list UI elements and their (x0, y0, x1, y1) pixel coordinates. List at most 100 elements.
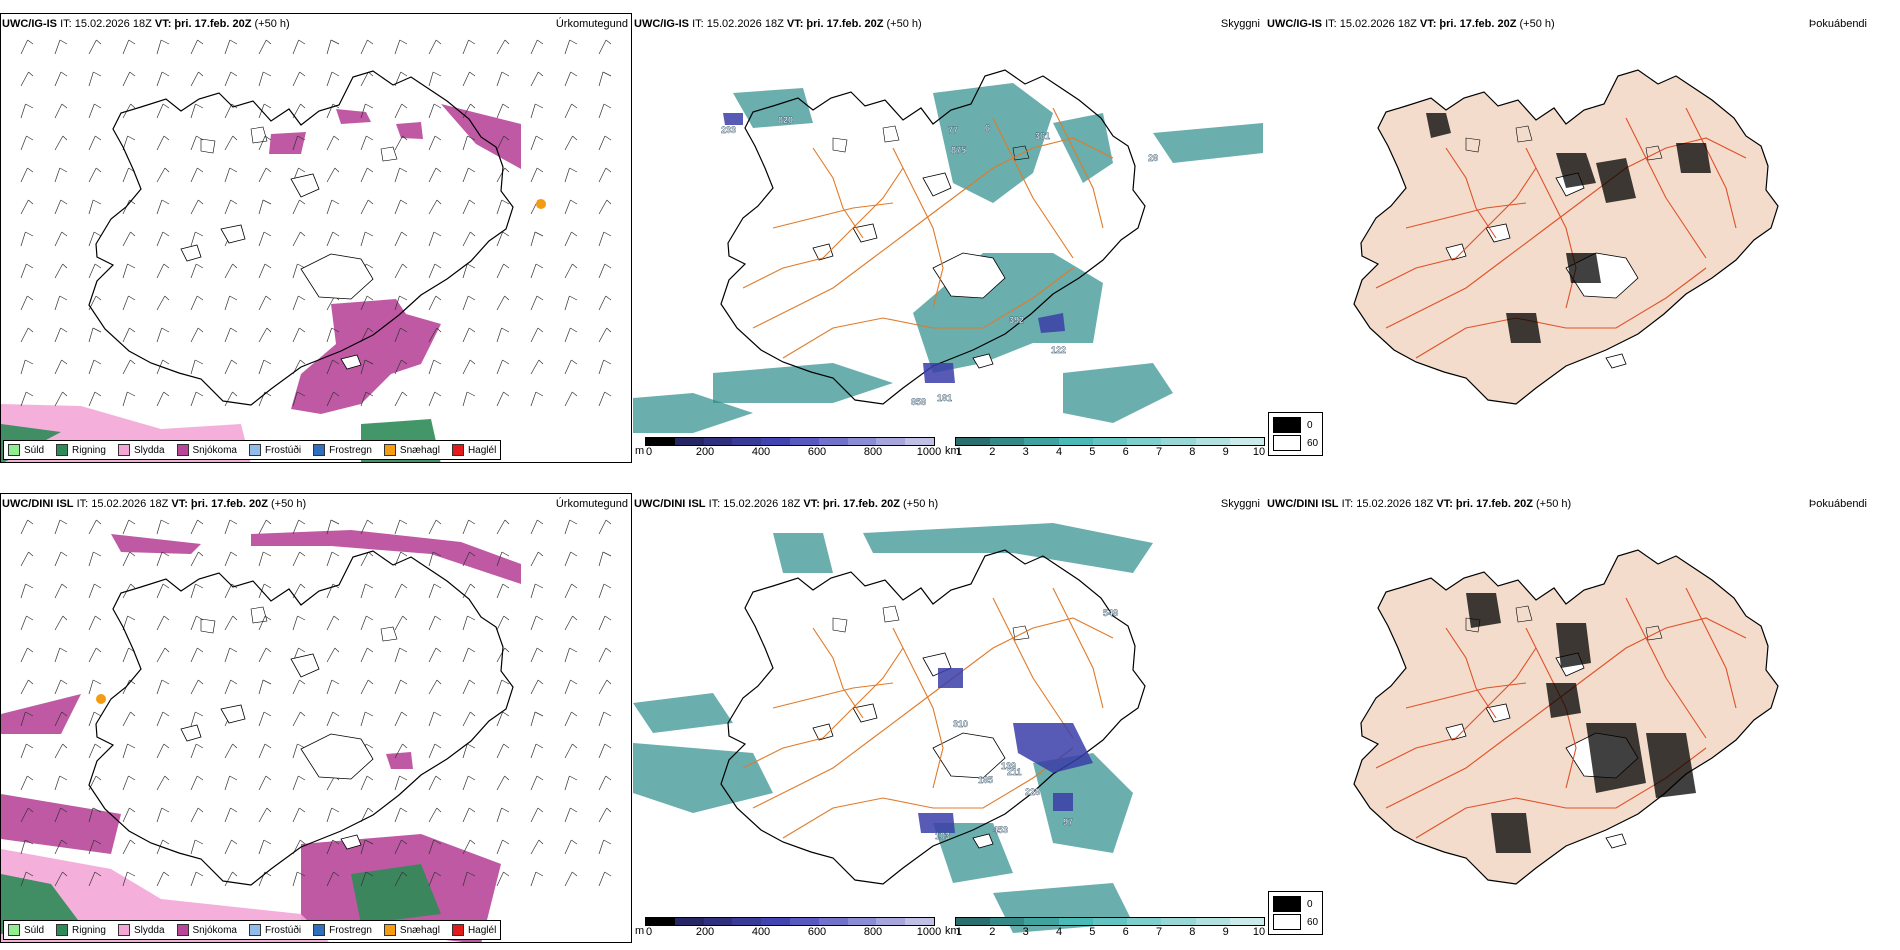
visibility-colorbar: km 1 2 3 4 5 6 7 8 9 10 (945, 917, 1266, 944)
colorbar-tick: 1000 (916, 446, 942, 458)
fog-legend-row: 60 (1273, 434, 1318, 452)
colorbar-ramp (645, 437, 935, 446)
legend-swatch (313, 444, 326, 456)
fog-legend-swatch (1273, 914, 1301, 930)
fog-legend-swatch (1273, 435, 1301, 451)
legend-label: Snjókoma (192, 924, 237, 936)
colorbar-tick: 9 (1222, 926, 1229, 938)
fog-legend-value: 0 (1307, 898, 1313, 910)
legend-swatch (56, 924, 69, 936)
colorbar-tick: 10 (1252, 446, 1266, 458)
colorbar-tick: 10 (1252, 926, 1266, 938)
panel-title: Skyggni (1220, 18, 1260, 30)
precip-map-bottom (1, 519, 612, 942)
precip-map-top (1, 39, 612, 462)
legend-swatch (117, 924, 130, 936)
ceiling-label: 28 (1148, 153, 1158, 163)
colorbar-tick: 9 (1222, 446, 1229, 458)
ceiling-colorbar: m 0 200 400 600 800 1000 (635, 917, 941, 944)
ceiling-label: 77 (948, 125, 958, 135)
legend-label: Frostregn (329, 444, 372, 456)
legend-label: Rigning (72, 444, 106, 456)
colorbar-unit: km (945, 925, 960, 937)
ceiling-label: 6 (985, 123, 990, 133)
legend-item: Snjókoma (176, 444, 237, 456)
colorbar-tick: 3 (1022, 926, 1029, 938)
fog-legend-value: 60 (1307, 916, 1319, 928)
panel-title: Úrkomutegund (555, 498, 628, 510)
colorbar-ramp (645, 917, 935, 926)
legend-item: Súld (8, 444, 44, 456)
ceiling-label: 139 (1001, 761, 1016, 771)
legend-swatch (176, 444, 189, 456)
precip-type-panel-bottom: Súld Rigning Slydda Snjókoma Frostúði Frostre… (0, 493, 632, 943)
ceiling-label: 185 (978, 775, 993, 785)
legend-item: Súld (8, 924, 44, 936)
legend-label: Haglél (467, 924, 497, 936)
ceiling-label: 875 (951, 145, 966, 155)
colorbar-tick: 1 (955, 446, 963, 458)
colorbar-tick: 6 (1122, 926, 1129, 938)
legend-swatch (383, 924, 396, 936)
fog-panel-bottom (1266, 493, 1900, 943)
legend-label: Súld (24, 924, 45, 936)
colorbar-tick: 400 (751, 446, 771, 458)
legend-item: Frostregn (313, 444, 372, 456)
colorbar-tick: 3 (1022, 446, 1029, 458)
colorbar-tick: 600 (807, 926, 827, 938)
fog-legend-row: 60 (1273, 913, 1318, 931)
fog-legend-value: 60 (1307, 437, 1319, 449)
colorbar-tick: 6 (1122, 446, 1129, 458)
legend-swatch (56, 444, 69, 456)
colorbar-tick: 200 (695, 446, 715, 458)
panel-title: Skyggni (1220, 498, 1260, 510)
legend-label: Rigning (72, 924, 106, 936)
fog-legend-value: 0 (1307, 419, 1313, 431)
legend-item: Rigning (56, 444, 106, 456)
ceiling-label: 820 (778, 115, 793, 125)
colorbar-tick: 8 (1189, 926, 1196, 938)
legend-item: Haglél (451, 924, 497, 936)
colorbar-unit: m (635, 445, 645, 457)
visibility-panel-top: 233 820 77 6 361 875 28 392 122 858 181 (633, 13, 1265, 463)
fog-legend: 0 60 (1268, 412, 1324, 456)
legend-swatch (313, 924, 326, 936)
colorbar-ramp (955, 917, 1265, 926)
legend-label: Snjókoma (192, 444, 237, 456)
ceiling-label: 122 (1051, 345, 1066, 355)
ceiling-label: 453 (993, 825, 1008, 835)
fog-legend-swatch (1273, 896, 1301, 912)
legend-item: Slydda (117, 924, 165, 936)
legend-swatch (451, 444, 464, 456)
legend-item: Frostúði (248, 924, 301, 936)
visibility-map-top: 233 820 77 6 361 875 28 392 122 858 181 (633, 69, 1263, 433)
ceiling-label: 361 (1035, 131, 1050, 141)
ceiling-label: 211 (1007, 767, 1022, 777)
ceiling-label: 103 (935, 831, 950, 841)
ceiling-label: 228 (1025, 787, 1040, 797)
fog-legend-swatch (1273, 417, 1301, 433)
legend-swatch (8, 924, 20, 936)
legend-swatch (117, 444, 130, 456)
legend-swatch (248, 924, 261, 936)
colorbar-tick: 4 (1055, 926, 1063, 938)
legend-label: Frostúði (264, 444, 302, 456)
ceiling-label: 392 (1009, 315, 1024, 325)
colorbar-tick: 7 (1155, 926, 1163, 938)
legend-label: Snæhagl (399, 924, 440, 936)
visibility-colorbar: km 1 2 3 4 5 6 7 8 9 10 (945, 437, 1266, 944)
panel-header: UWC/IG-IS IT: 15.02.2026 18Z VT: þri. 17… (634, 18, 1260, 30)
legend-item: Slydda (117, 444, 165, 456)
legend-swatch (383, 444, 396, 456)
legend-label: Súld (24, 444, 45, 456)
panel-header: UWC/IG-IS IT: 15.02.2026 18Z VT: þri. 17… (2, 18, 628, 30)
colorbar-tick: 600 (807, 446, 827, 458)
legend-swatch (451, 924, 464, 936)
colorbar-tick: 800 (863, 446, 883, 458)
legend-item: Frostúði (248, 444, 302, 456)
legend-swatch (248, 444, 261, 456)
colorbar-tick: 2 (989, 446, 996, 458)
legend-label: Slydda (133, 924, 165, 936)
legend-item: Rigning (56, 924, 106, 936)
